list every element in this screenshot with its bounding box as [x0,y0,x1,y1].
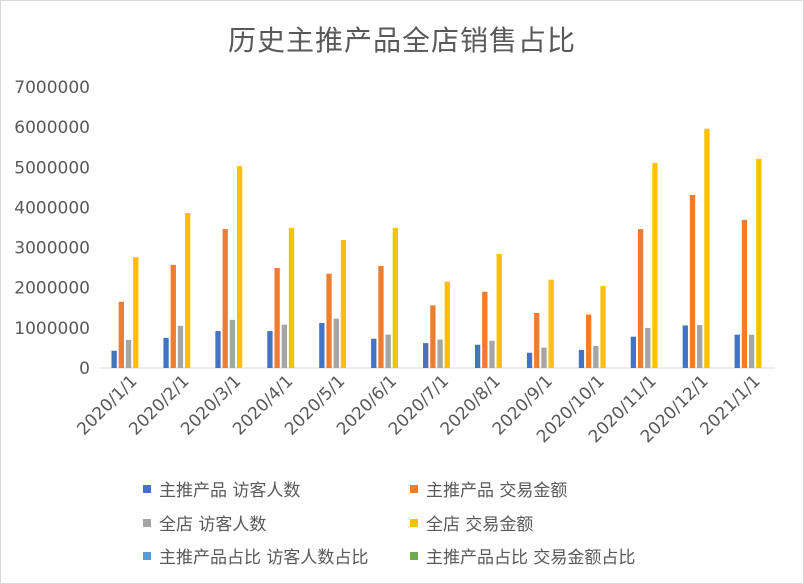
y-tick-label: 5000000 [14,158,90,178]
bar-series-3-2020-9-1 [541,347,547,368]
bar-series-2-2020-1-1 [118,301,124,368]
bar-series-3-2020-5-1 [333,318,339,368]
bar-series-3-2020-1-1 [125,339,132,368]
bar-series-4-2020-7-1 [444,281,450,368]
bar-series-1-2020-6-1 [371,338,377,368]
chart-title: 历史主推产品全店销售占比 [227,24,576,57]
legend-item: 全店 交易金额 [410,510,533,535]
bar-series-1-2020-12-1 [682,325,688,368]
bar-series-2-2021-1-1 [741,219,748,368]
legend-swatch [410,518,418,527]
y-tick-label: 7000000 [14,78,90,98]
legend-swatch [410,484,418,493]
bar-series-3-2020-6-1 [385,334,391,368]
legend-label: 主推产品占比 访客人数占比 [159,548,369,568]
legend-label: 全店 交易金额 [426,515,534,535]
y-tick-label: 6000000 [14,118,90,138]
y-tick-label: 3000000 [14,239,90,259]
bar-series-4-2020-8-1 [496,253,502,368]
legend-item: 主推产品 交易金额 [410,476,567,501]
bar-series-4-2020-2-1 [185,213,191,368]
bar-series-1-2020-3-1 [215,331,221,368]
y-tick-label: 0 [79,359,90,379]
bar-series-4-2020-9-1 [548,279,554,368]
legend-swatch [143,518,151,527]
legend-item: 主推产品占比 访客人数占比 [143,543,368,568]
bar-series-2-2020-5-1 [326,273,332,368]
bar-series-1-2020-10-1 [578,349,585,368]
bar-series-4-2021-1-1 [756,158,762,368]
bar-series-3-2020-4-1 [281,324,287,368]
legend-item: 主推产品 访客人数 [143,476,300,501]
bar-series-2-2020-3-1 [222,229,228,368]
legend-swatch [143,484,151,493]
bar-series-3-2020-10-1 [593,345,599,368]
bar-series-1-2020-4-1 [267,331,273,368]
y-tick-label: 4000000 [14,198,90,218]
bar-series-2-2020-12-1 [689,194,696,368]
legend-swatch [143,551,151,560]
bar-series-4-2020-5-1 [340,239,347,368]
bar-series-3-2020-11-1 [645,327,651,368]
bar-series-2-2020-4-1 [274,268,280,368]
bar-series-4-2020-12-1 [704,128,710,368]
bar-series-4-2020-1-1 [133,257,139,368]
bar-series-3-2020-8-1 [489,340,495,368]
bar-series-2-2020-10-1 [586,314,592,368]
bar-series-4-2020-11-1 [652,162,658,368]
legend-label: 主推产品 交易金额 [426,481,568,501]
bar-series-1-2021-1-1 [734,334,740,368]
y-tick-label: 2000000 [14,279,90,299]
bar-series-1-2020-2-1 [163,337,169,368]
legend-item: 主推产品占比 交易金额占比 [410,543,635,568]
legend-label: 主推产品占比 交易金额占比 [426,548,636,568]
y-tick-label: 1000000 [14,319,90,339]
bar-series-1-2020-11-1 [630,336,637,368]
bar-series-4-2020-10-1 [600,286,606,368]
bar-series-1-2020-8-1 [474,344,481,368]
bar-series-3-2020-2-1 [177,325,184,368]
bar-series-2-2020-9-1 [534,313,540,368]
bar-series-2-2020-11-1 [637,229,644,368]
bar-series-4-2020-6-1 [392,227,399,368]
legend-swatch [410,551,418,560]
legend-label: 全店 访客人数 [159,515,267,535]
bar-series-3-2020-7-1 [437,339,443,368]
bar-series-1-2020-9-1 [526,352,533,368]
bar-series-4-2020-3-1 [236,166,243,368]
bar-series-3-2020-12-1 [697,325,703,368]
bar-series-2-2020-6-1 [378,266,384,368]
bar-series-2-2020-8-1 [482,291,488,368]
bar-series-1-2020-5-1 [319,323,325,368]
legend-item: 全店 访客人数 [143,510,266,535]
legend-label: 主推产品 访客人数 [159,481,301,501]
bar-series-2-2020-2-1 [170,264,176,368]
bar-series-1-2020-7-1 [423,343,429,368]
bar-series-1-2020-1-1 [111,350,117,368]
bar-series-2-2020-7-1 [430,305,436,368]
bar-series-3-2021-1-1 [748,334,755,368]
bar-series-3-2020-3-1 [229,319,236,368]
bar-series-4-2020-4-1 [288,227,295,368]
